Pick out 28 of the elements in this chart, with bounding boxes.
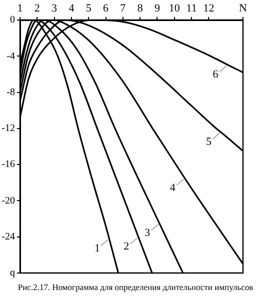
x-tick-label: 10 [168, 2, 180, 14]
y-tick-label: -8 [6, 86, 15, 98]
annotation: 2 [124, 240, 130, 253]
y-tick-label: -12 [2, 123, 15, 134]
y-tick-label: -4 [6, 50, 15, 62]
x-tick-label: 9 [154, 2, 160, 14]
x-tick-label: 8 [137, 2, 144, 14]
y-tick-label: q [10, 268, 15, 279]
x-tick-label: 11 [186, 2, 197, 14]
y-tick-label: -16 [2, 159, 15, 170]
text: Рис.2.17. Номограмма для определения длительности импульсов [16, 282, 254, 292]
y-tick-label: -20 [2, 195, 15, 206]
annotation: 6 [212, 68, 219, 81]
annotation: 5 [206, 136, 212, 148]
x-tick-label: 5 [86, 2, 92, 14]
y-tick-label: 0 [10, 14, 15, 26]
annotation: 3 [144, 227, 151, 240]
annotation: 4 [170, 182, 176, 194]
annotation: 1 [94, 242, 100, 255]
x-tick-label: 2 [34, 2, 40, 14]
y-tick-label: -24 [2, 231, 15, 242]
x-tick-label: 7 [120, 2, 126, 14]
x-tick-label: 4 [68, 2, 75, 14]
x-tick-label: N [239, 2, 248, 14]
x-tick-label: 12 [203, 2, 214, 14]
x-tick-label: 6 [103, 2, 110, 14]
x-tick-label: 1 [17, 2, 23, 14]
x-tick-label: 3 [52, 2, 58, 14]
